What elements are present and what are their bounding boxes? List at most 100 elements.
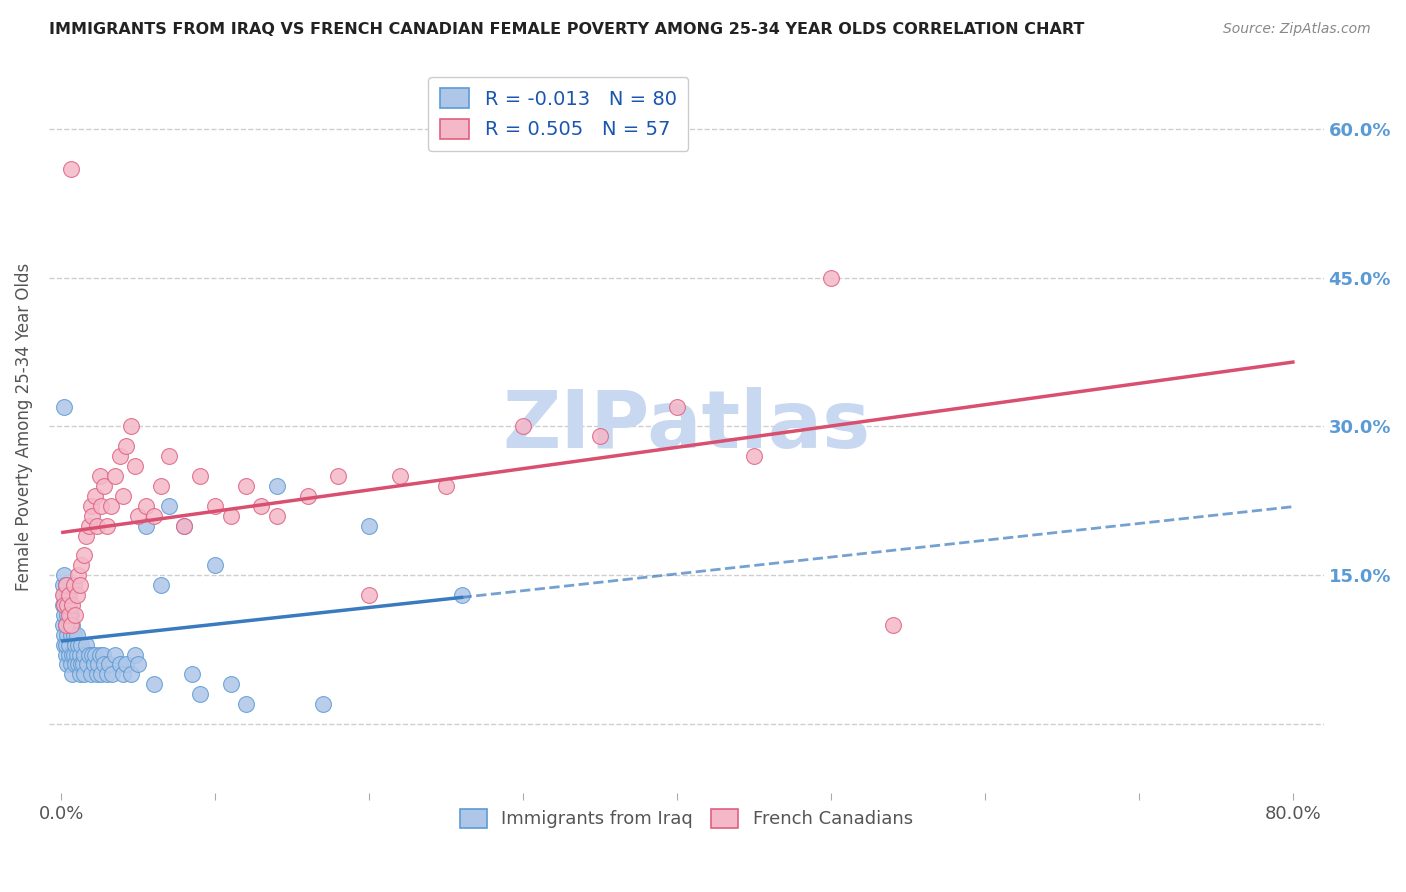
Point xyxy=(512,419,534,434)
Point xyxy=(55,578,77,592)
Point xyxy=(58,598,80,612)
Point xyxy=(55,648,77,662)
Point xyxy=(388,469,411,483)
Point xyxy=(66,628,89,642)
Point xyxy=(58,588,80,602)
Point xyxy=(93,479,115,493)
Point xyxy=(58,617,80,632)
Point xyxy=(312,697,335,711)
Point xyxy=(219,677,242,691)
Point xyxy=(181,667,204,681)
Point xyxy=(188,469,211,483)
Point xyxy=(73,648,96,662)
Point xyxy=(124,459,146,474)
Point xyxy=(53,638,76,652)
Point xyxy=(56,657,79,672)
Point xyxy=(67,568,90,582)
Point xyxy=(173,518,195,533)
Point xyxy=(104,469,127,483)
Point xyxy=(135,499,157,513)
Point xyxy=(173,518,195,533)
Point xyxy=(120,419,142,434)
Point xyxy=(266,479,288,493)
Point xyxy=(93,657,115,672)
Point xyxy=(90,499,112,513)
Point xyxy=(111,667,134,681)
Point xyxy=(56,598,79,612)
Point xyxy=(53,598,76,612)
Point xyxy=(58,607,80,622)
Text: Source: ZipAtlas.com: Source: ZipAtlas.com xyxy=(1223,22,1371,37)
Point xyxy=(115,657,138,672)
Point xyxy=(55,617,77,632)
Point xyxy=(359,588,381,602)
Point xyxy=(188,687,211,701)
Point xyxy=(235,479,257,493)
Point xyxy=(60,617,83,632)
Point xyxy=(70,558,93,573)
Point xyxy=(83,657,105,672)
Point xyxy=(52,588,75,602)
Point xyxy=(53,588,76,602)
Point xyxy=(108,657,131,672)
Point xyxy=(80,508,103,523)
Point xyxy=(77,648,100,662)
Point xyxy=(666,400,689,414)
Point xyxy=(69,578,91,592)
Point xyxy=(96,518,118,533)
Point xyxy=(58,648,80,662)
Point xyxy=(86,667,108,681)
Point xyxy=(62,648,84,662)
Point xyxy=(52,617,75,632)
Point xyxy=(111,489,134,503)
Point xyxy=(84,648,107,662)
Point xyxy=(98,657,121,672)
Point xyxy=(59,617,82,632)
Point xyxy=(59,607,82,622)
Point xyxy=(266,508,288,523)
Point xyxy=(60,667,83,681)
Point xyxy=(219,508,242,523)
Point xyxy=(59,657,82,672)
Point xyxy=(142,508,165,523)
Point xyxy=(60,648,83,662)
Point xyxy=(55,638,77,652)
Point xyxy=(742,449,765,463)
Point xyxy=(70,657,93,672)
Point xyxy=(53,568,76,582)
Point xyxy=(69,648,91,662)
Point xyxy=(56,588,79,602)
Point xyxy=(328,469,350,483)
Point xyxy=(89,469,111,483)
Point xyxy=(79,499,101,513)
Point xyxy=(127,508,149,523)
Point xyxy=(59,628,82,642)
Point xyxy=(204,558,226,573)
Point xyxy=(55,617,77,632)
Point xyxy=(73,667,96,681)
Point xyxy=(67,638,90,652)
Point xyxy=(72,657,94,672)
Point xyxy=(79,667,101,681)
Point xyxy=(157,449,180,463)
Point xyxy=(67,657,90,672)
Point xyxy=(157,499,180,513)
Point xyxy=(56,607,79,622)
Point xyxy=(589,429,612,443)
Point xyxy=(62,578,84,592)
Point xyxy=(127,657,149,672)
Point xyxy=(235,697,257,711)
Point xyxy=(69,667,91,681)
Point xyxy=(142,677,165,691)
Point xyxy=(882,617,904,632)
Point xyxy=(75,638,97,652)
Point xyxy=(100,499,122,513)
Point xyxy=(55,578,77,592)
Point xyxy=(434,479,457,493)
Point xyxy=(124,648,146,662)
Point xyxy=(52,598,75,612)
Point xyxy=(80,648,103,662)
Point xyxy=(63,638,86,652)
Point xyxy=(52,578,75,592)
Point xyxy=(101,667,124,681)
